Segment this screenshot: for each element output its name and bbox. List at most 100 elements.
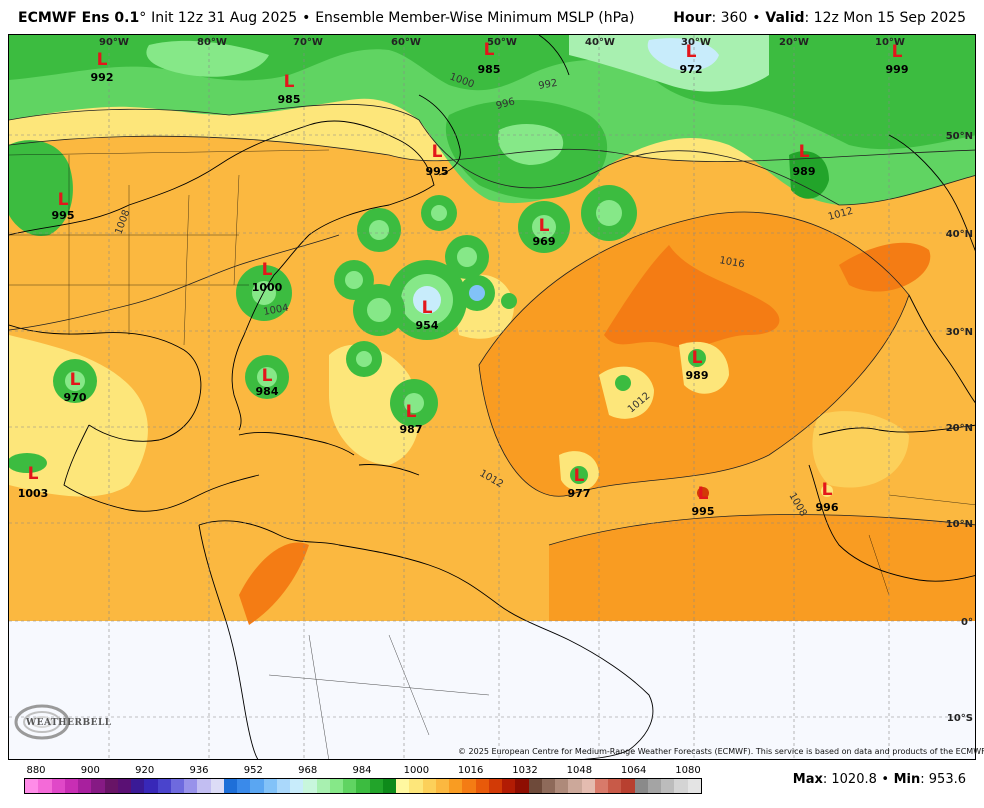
chart-title: ECMWF Ens 0.1° Init 12z 31 Aug 2025 • En… bbox=[18, 10, 634, 26]
lat-label: 30°N bbox=[946, 327, 973, 338]
min-value: : 953.6 bbox=[920, 772, 966, 787]
svg-text:969: 969 bbox=[533, 235, 556, 248]
svg-text:995: 995 bbox=[52, 209, 75, 222]
svg-text:L: L bbox=[58, 190, 69, 210]
colorbar-swatch bbox=[197, 779, 211, 793]
pressure-band-africa bbox=[812, 411, 909, 488]
latitude-labels: 50°N 40°N 30°N 20°N 10°N 0° 10°S bbox=[946, 131, 973, 724]
low-center-mid-north-inner bbox=[498, 123, 564, 165]
logo-text: WEATHERBELL bbox=[26, 718, 112, 728]
svg-text:L: L bbox=[97, 50, 108, 70]
lon-label: 40°W bbox=[585, 37, 615, 48]
colorbar-swatch bbox=[343, 779, 357, 793]
colorbar-swatch bbox=[555, 779, 569, 793]
max-label: Max bbox=[792, 772, 823, 787]
colorbar-swatch bbox=[435, 779, 449, 793]
svg-text:L: L bbox=[692, 348, 703, 368]
pressure-band-gulf bbox=[9, 335, 148, 497]
colorbar-swatch bbox=[91, 779, 105, 793]
svg-text:972: 972 bbox=[680, 63, 703, 76]
low-marker: L 995 bbox=[426, 142, 449, 178]
colorbar-swatch bbox=[104, 779, 118, 793]
colorbar-swatch bbox=[210, 779, 224, 793]
colorbar-swatch bbox=[276, 779, 290, 793]
valid-time-header: Hour: 360 • Valid: 12z Mon 15 Sep 2025 bbox=[673, 10, 966, 26]
svg-text:989: 989 bbox=[686, 369, 709, 382]
colorbar-swatch bbox=[64, 779, 78, 793]
colorbar-swatch bbox=[117, 779, 131, 793]
coastlines bbox=[9, 35, 975, 759]
svg-text:970: 970 bbox=[64, 391, 87, 404]
svg-text:L: L bbox=[698, 484, 709, 504]
pressure-band-1004-south bbox=[329, 344, 420, 465]
lat-label: 50°N bbox=[946, 131, 973, 142]
hour-value: : 360 bbox=[711, 10, 748, 26]
svg-text:995: 995 bbox=[692, 505, 715, 518]
colorbar-swatch bbox=[250, 779, 264, 793]
colorbar-swatch bbox=[647, 779, 661, 793]
svg-text:1003: 1003 bbox=[18, 487, 49, 500]
colorbar-swatch bbox=[329, 779, 343, 793]
lat-label: 0° bbox=[961, 617, 973, 628]
colorbar-label: 1016 bbox=[457, 765, 484, 776]
low-cluster-south bbox=[9, 341, 833, 499]
valid-separator: • bbox=[752, 10, 761, 26]
colorbar-swatch bbox=[462, 779, 476, 793]
colorbar-swatch bbox=[568, 779, 582, 793]
isobar-label: 996 bbox=[495, 96, 516, 112]
hour-label: Hour bbox=[673, 10, 712, 26]
svg-text:995: 995 bbox=[426, 165, 449, 178]
lon-label: 80°W bbox=[197, 37, 227, 48]
svg-text:984: 984 bbox=[256, 385, 279, 398]
colorbar-swatch bbox=[290, 779, 304, 793]
colorbar-swatch bbox=[184, 779, 198, 793]
colorbar-swatch bbox=[449, 779, 463, 793]
svg-text:L: L bbox=[70, 370, 81, 390]
svg-text:999: 999 bbox=[886, 63, 909, 76]
svg-text:985: 985 bbox=[478, 63, 501, 76]
init-time: Init 12z 31 Aug 2025 bbox=[151, 10, 298, 26]
low-marker: L 1003 bbox=[18, 464, 49, 500]
product-name: Ensemble Member-Wise Minimum MSLP (hPa) bbox=[315, 10, 635, 26]
valid-value: : 12z Mon 15 Sep 2025 bbox=[804, 10, 966, 26]
svg-text:L: L bbox=[262, 366, 273, 386]
low-center-992-inner bbox=[146, 40, 269, 77]
svg-text:989: 989 bbox=[793, 165, 816, 178]
pressure-map[interactable]: 90°W 80°W 70°W 60°W 50°W 40°W 30°W 20°W … bbox=[8, 34, 976, 760]
isobars bbox=[9, 103, 975, 546]
svg-text:996: 996 bbox=[816, 501, 839, 514]
colorbar-swatch bbox=[396, 779, 410, 793]
colorbar-swatch bbox=[409, 779, 423, 793]
svg-text:992: 992 bbox=[91, 71, 114, 84]
lat-lon-grid bbox=[9, 35, 975, 759]
colorbar-swatch bbox=[78, 779, 92, 793]
title-separator: • bbox=[302, 10, 311, 26]
pressure-band-south bbox=[549, 514, 975, 621]
low-center-989-north bbox=[789, 151, 829, 199]
min-label: Min bbox=[893, 772, 921, 787]
max-min-stats: Max: 1020.8 • Min: 953.6 bbox=[793, 772, 966, 787]
isobar-label: 1016 bbox=[718, 255, 745, 270]
colorbar-label: 1080 bbox=[675, 765, 701, 776]
borders bbox=[9, 149, 975, 759]
isobar-label: 1004 bbox=[263, 303, 290, 318]
svg-text:977: 977 bbox=[568, 487, 591, 500]
colorbar-swatch bbox=[661, 779, 675, 793]
lat-label: 40°N bbox=[946, 229, 973, 240]
lon-label: 30°W bbox=[681, 37, 711, 48]
svg-text:954: 954 bbox=[416, 319, 439, 332]
lon-label: 70°W bbox=[293, 37, 323, 48]
colorbar-swatch bbox=[144, 779, 158, 793]
svg-text:L: L bbox=[422, 298, 433, 318]
colorbar-swatch bbox=[634, 779, 648, 793]
